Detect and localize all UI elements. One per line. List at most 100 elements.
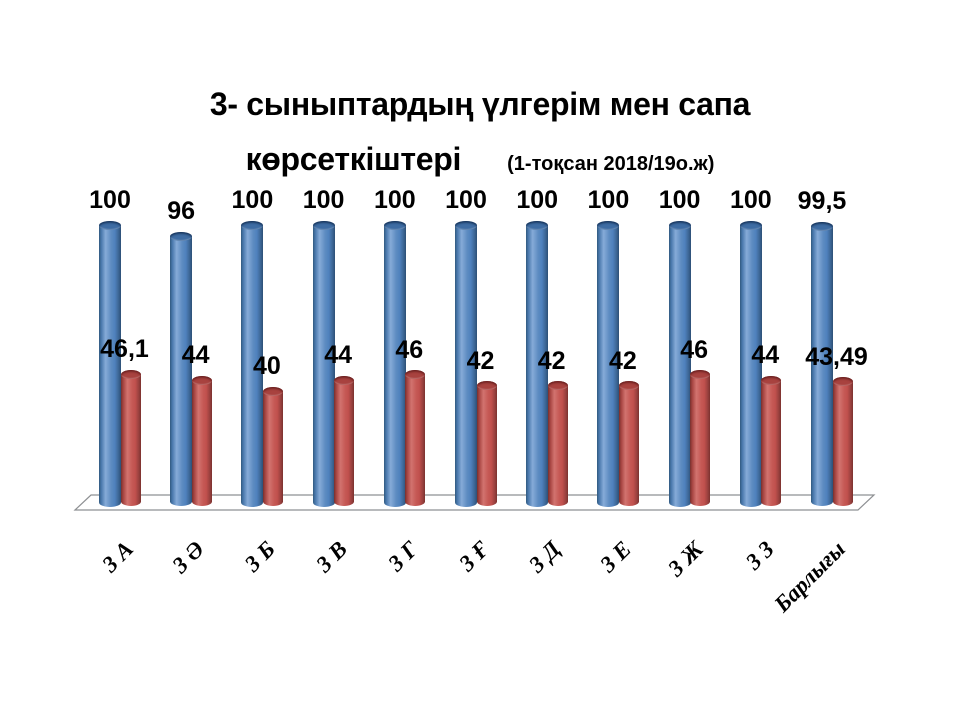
bar-cap [526, 220, 549, 230]
bar-base [191, 497, 212, 507]
bar-base [334, 497, 355, 507]
bar-value-label: 100 [445, 186, 487, 214]
bar-base [690, 497, 711, 507]
bar-body [597, 225, 620, 502]
bar-base [383, 497, 406, 507]
bar-body [739, 225, 762, 502]
bar-cylinder-red [547, 381, 568, 507]
bar-value-label: 42 [608, 346, 637, 375]
bar-body [832, 381, 853, 502]
bar-base [739, 497, 762, 507]
bar-body [618, 385, 639, 502]
bar-cap [739, 220, 762, 230]
bar-value-label: 46 [395, 335, 424, 364]
bar-cap [262, 386, 283, 396]
bar-cap [811, 221, 833, 231]
bar-value-label: 100 [658, 186, 701, 214]
bar-cap [832, 377, 853, 387]
bar-value-label: 44 [751, 341, 780, 370]
bar-base [120, 497, 141, 507]
chart-title: 3- сыныптардың үлгерім мен сапа көрсеткі… [0, 80, 960, 190]
bar-cap [312, 220, 335, 230]
bar-value-label: 100 [587, 186, 630, 214]
bar-cylinder-red [618, 381, 639, 507]
bar-value-label: 100 [231, 186, 274, 214]
bar-base [476, 497, 497, 507]
bar-value-label: 100 [302, 186, 345, 214]
bar-body [761, 380, 782, 502]
bar-base [99, 497, 121, 507]
bar-cylinder-red [262, 386, 283, 507]
bar-body [383, 225, 406, 502]
bar-body [120, 374, 141, 502]
bar-body [455, 225, 477, 502]
bar-cap [547, 381, 568, 391]
bar-cap [618, 381, 639, 391]
bar-base [170, 497, 193, 507]
bar-cap [241, 220, 264, 230]
bar-cylinder-blue [455, 220, 477, 507]
bar-value-label: 96 [167, 197, 196, 226]
bar-base [597, 497, 620, 507]
bar-base [312, 497, 335, 507]
chart-title-line1: 3- сыныптардың үлгерім мен сапа [209, 86, 751, 122]
bar-cap [334, 375, 355, 385]
bar-base [668, 497, 691, 507]
bar-body [526, 225, 549, 502]
chart-title-line2-text: көрсеткіштері [245, 141, 462, 177]
bar-cylinder-blue [241, 220, 264, 507]
bar-value-label: 42 [537, 346, 566, 375]
bar-value-label: 99,5 [797, 187, 847, 216]
bar-cap [170, 231, 193, 241]
bar-cylinder-red [761, 375, 782, 507]
bar-cylinder-red [120, 369, 141, 507]
bar-base [241, 497, 264, 507]
bar-cylinder-blue [526, 220, 549, 507]
bar-cap [455, 220, 477, 230]
bar-base [832, 497, 853, 507]
bar-value-label: 46,1 [100, 335, 149, 364]
bar-base [262, 497, 283, 507]
bar-cylinder-blue [170, 231, 193, 507]
bar-value-label: 44 [181, 341, 210, 370]
bar-cap [383, 220, 406, 230]
bar-body [262, 391, 283, 502]
bar-cylinder-red [405, 370, 426, 507]
bar-cylinder-red [334, 375, 355, 507]
bar-value-label: 43,49 [805, 342, 868, 371]
bar-cap [120, 369, 141, 379]
bar-cylinder-red [191, 375, 212, 507]
bar-value-label: 100 [89, 186, 131, 214]
bar-value-label: 100 [516, 186, 559, 214]
bar-cylinder-red [690, 370, 711, 507]
bar-body [476, 385, 497, 502]
bar-base [547, 497, 568, 507]
bar-body [668, 225, 691, 502]
bar-body [241, 225, 264, 502]
bar-body [312, 225, 335, 502]
bar-cap [761, 375, 782, 385]
bar-cap [191, 375, 212, 385]
bar-cap [476, 381, 497, 391]
bar-value-label: 100 [373, 186, 416, 214]
bar-cap [597, 220, 620, 230]
bar-cylinder-blue [597, 220, 620, 507]
bar-cylinder-red [832, 377, 853, 507]
bar-base [526, 497, 549, 507]
bar-base [618, 497, 639, 507]
bar-body [170, 236, 193, 502]
bar-value-label: 100 [729, 186, 772, 214]
bar-body [690, 374, 711, 502]
bar-cap [690, 370, 711, 380]
bar-body [405, 374, 426, 502]
bar-base [761, 497, 782, 507]
bar-base [405, 497, 426, 507]
bar-cap [405, 370, 426, 380]
bar-base [455, 497, 477, 507]
bar-cylinder-blue [99, 220, 121, 507]
bar-value-label: 40 [252, 352, 281, 381]
bar-value-label: 46 [680, 335, 708, 364]
bar-cylinder-red [476, 381, 497, 507]
